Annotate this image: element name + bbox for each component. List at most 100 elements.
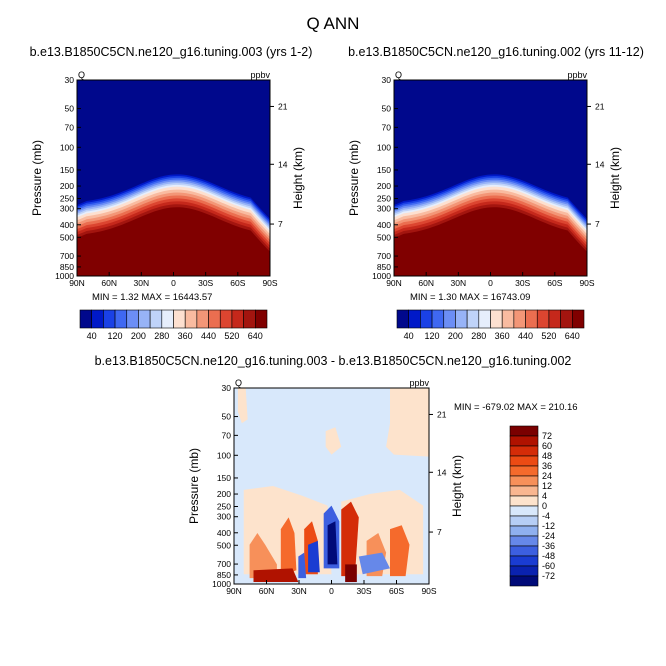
plot3-ytick-label: 150 [217, 473, 231, 483]
plot3-colorbar-box [509, 505, 539, 517]
plot3-colorbar-label: -12 [542, 521, 555, 531]
plot3-colorbar-box [509, 485, 539, 497]
plot3-colorbar-label: 0 [542, 501, 547, 511]
plot3-xtick-label: 60S [389, 586, 404, 596]
plot3-contour-band [308, 540, 320, 573]
plot3-ytick-label: 200 [217, 489, 231, 499]
plot2-corner-left: Q [395, 70, 402, 80]
plot3-colorbar-box [509, 535, 539, 547]
plot2-ytick-label: 200 [377, 181, 391, 191]
plot3-ytick-label: 250 [217, 502, 231, 512]
plot3-ytick-label: 30 [222, 383, 232, 393]
plot3-ytick-label: 1000 [212, 579, 231, 589]
plot3-ylabel: Pressure (mb) [187, 448, 201, 524]
plot2-contour-band [394, 207, 587, 276]
plot3-colorbar-box [509, 495, 539, 507]
plot2-xtick-label: 30S [515, 278, 530, 288]
plot3-contour-band [249, 533, 277, 579]
plot2-ytick-right-label: 14 [595, 159, 605, 169]
plot1-corner-left: Q [78, 70, 85, 80]
plot3-colorbar-label: -60 [542, 561, 555, 571]
plot3-contour-band [237, 388, 248, 424]
plot2-xtick-label: 60S [547, 278, 562, 288]
plot3-colorbar-label: 36 [542, 461, 552, 471]
plot3-colorbar-label: -36 [542, 541, 555, 551]
plot3-contour-band [325, 427, 342, 455]
plot3-ytick-label: 70 [222, 430, 232, 440]
plot2-colorbar-box [572, 309, 585, 329]
plot1-ytick-label: 50 [65, 104, 75, 114]
plot3-colorbar-label: 60 [542, 441, 552, 451]
plot3-colorbar-box [509, 455, 539, 467]
plot2-ytick-label: 1000 [372, 271, 391, 281]
plot1-colorbar-label: 640 [248, 331, 263, 341]
plot3-corner-right: ppbv [409, 378, 429, 388]
plot2-ytick-label: 100 [377, 142, 391, 152]
plot3-colorbar-box [509, 445, 539, 457]
plot2-colorbar-label: 120 [425, 331, 440, 341]
plot3-ytick-label: 100 [217, 450, 231, 460]
plot1-ytick-label: 300 [60, 204, 74, 214]
plot2-ytick-label: 700 [377, 251, 391, 261]
plot1-ytick-label: 400 [60, 220, 74, 230]
plot2-ytick-label: 300 [377, 204, 391, 214]
plot3-ytick-label: 400 [217, 528, 231, 538]
plot3-colorbar-label: 4 [542, 491, 547, 501]
plot3-colorbar-box [509, 475, 539, 487]
plot2-xtick-label: 0 [488, 278, 493, 288]
figure-title: Q ANN [306, 14, 360, 33]
plot1-colorbar-label: 440 [201, 331, 216, 341]
plot2-ytick-label: 850 [377, 262, 391, 272]
plot1-colorbar-label: 360 [178, 331, 193, 341]
plot3-colorbar-label: 72 [542, 431, 552, 441]
plot1-ytick-label: 700 [60, 251, 74, 261]
plot1-xtick-label: 30N [134, 278, 150, 288]
plot3-colorbar-label: -72 [542, 571, 555, 581]
plot3-ytick-right-label: 7 [437, 527, 442, 537]
plot1-ytick-right-label: 7 [278, 219, 283, 229]
plot1-colorbar-label: 280 [154, 331, 169, 341]
plot1-xtick-label: 0 [171, 278, 176, 288]
plot3-contour-band [390, 525, 410, 577]
plot3-colorbar-label: 48 [542, 451, 552, 461]
plot1-field [77, 80, 270, 276]
plot3-ytick-label: 850 [217, 570, 231, 580]
plot3-ytick-right-label: 21 [437, 409, 447, 419]
plot2-xtick-label: 90S [579, 278, 594, 288]
plot3-colorbar-box [509, 575, 539, 587]
plot3-colorbar-box [509, 545, 539, 557]
plot1-ytick-label: 1000 [55, 271, 74, 281]
plot3-field [234, 388, 429, 584]
plot3-xtick-label: 30S [356, 586, 371, 596]
plot2-field [394, 80, 587, 276]
plot3-xtick-label: 30N [291, 586, 307, 596]
plot2-ytick-label: 250 [377, 194, 391, 204]
plot2-ytick-label: 70 [382, 122, 392, 132]
plot3-ytick-label: 300 [217, 512, 231, 522]
plot1-xtick-label: 90S [262, 278, 277, 288]
plot3-colorbar-label: 24 [542, 471, 552, 481]
plot3-colorbar-box [509, 515, 539, 527]
plot1-xtick-label: 60N [101, 278, 117, 288]
plot1-xtick-label: 60S [230, 278, 245, 288]
plot3-xtick-label: 60N [259, 586, 275, 596]
plot3-contour-band [298, 552, 307, 579]
plot2-colorbar-label: 280 [471, 331, 486, 341]
plot2-title: b.e13.B1850C5CN.ne120_g16.tuning.002 (yr… [348, 45, 644, 59]
plot3-contour-band [345, 564, 357, 583]
plot3-contour-band [341, 501, 359, 577]
plot1-ylabel: Pressure (mb) [30, 140, 44, 216]
plot3-colorbar-box [509, 465, 539, 477]
plot2-ytick-label: 50 [382, 104, 392, 114]
plot3-colorbar-label: -4 [542, 511, 550, 521]
plot2-colorbar-label: 360 [495, 331, 510, 341]
plot1-colorbar-box [255, 309, 268, 329]
plot1-ytick-label: 70 [65, 122, 75, 132]
plot1-ytick-label: 100 [60, 142, 74, 152]
plot2-stats: MIN = 1.30 MAX = 16743.09 [410, 292, 530, 303]
plot3-xtick-label: 90N [226, 586, 242, 596]
plot1-ylabel-right: Height (km) [291, 147, 305, 209]
